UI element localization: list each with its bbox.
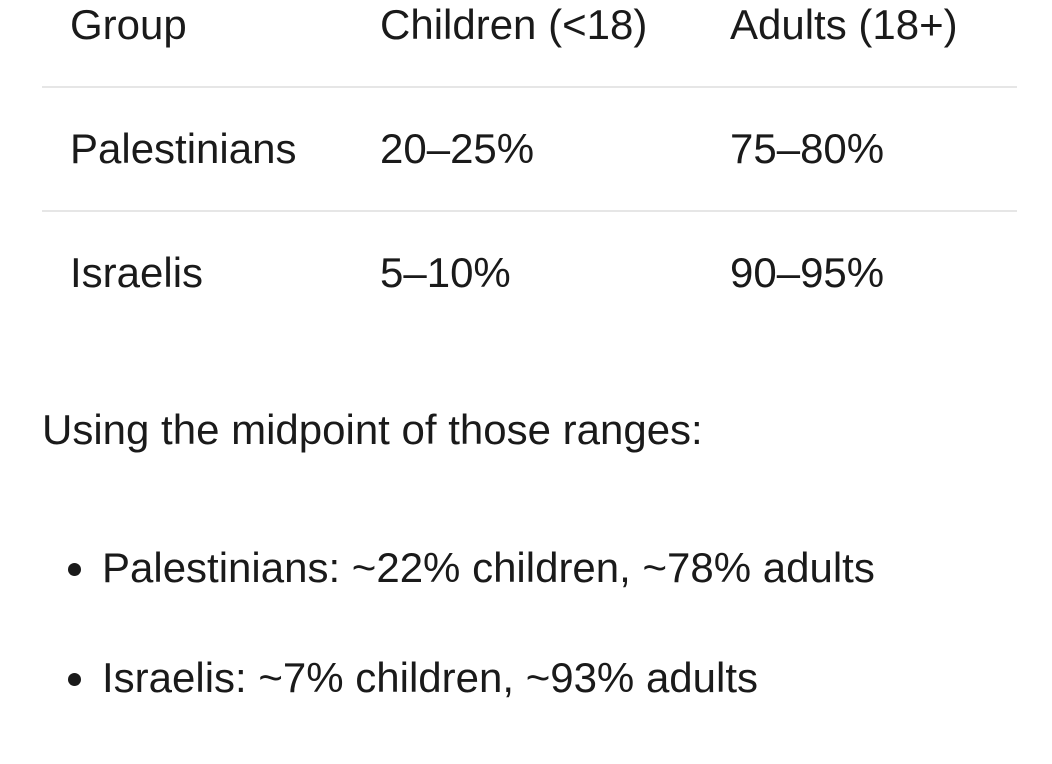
- cell: 75–80%: [702, 86, 1017, 211]
- paragraph: Using the midpoint of those ranges:: [42, 406, 703, 453]
- table-row: Israelis 5–10% 90–95%: [42, 210, 1017, 334]
- cell: 90–95%: [702, 210, 1017, 334]
- bullet-list: Palestinians: ~22% children, ~78% adults…: [60, 544, 875, 764]
- header-cell: Group: [70, 1, 187, 48]
- cell: 20–25%: [352, 86, 702, 211]
- cell: Israelis: [42, 210, 352, 334]
- cell: Palestinians: [42, 86, 352, 211]
- cell: 5–10%: [352, 210, 702, 334]
- bullet: Palestinians: ~22% children, ~78% adults: [60, 544, 875, 654]
- header-cell: Adults (18+): [730, 1, 958, 48]
- table: Group Children (<18) Adults (18+) Palest…: [42, 0, 1017, 334]
- table-row: Palestinians 20–25% 75–80%: [42, 86, 1017, 211]
- header-cell: Children (<18): [380, 1, 648, 48]
- bullet: Israelis: ~7% children, ~93% adults: [60, 654, 875, 764]
- table-header: Group Children (<18) Adults (18+): [42, 0, 1017, 87]
